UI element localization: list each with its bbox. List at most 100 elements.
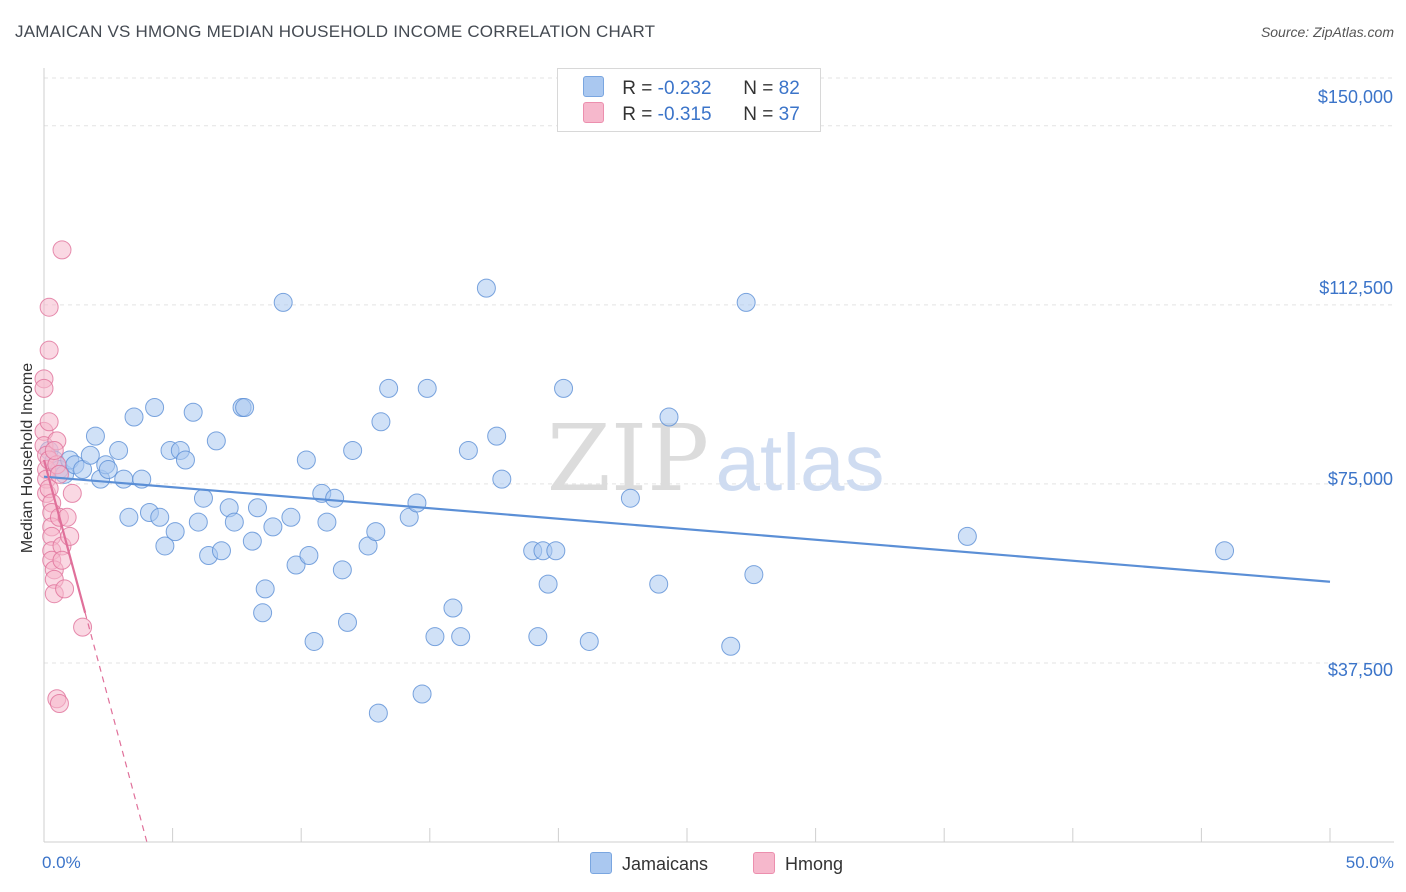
- legend-r-value: -0.232: [657, 78, 712, 99]
- jamaican-point: [451, 627, 471, 647]
- y-tick-label: $37,500: [1327, 660, 1393, 680]
- hmong-trend-extension: [84, 612, 148, 843]
- jamaican-point: [124, 407, 144, 427]
- chart-title: JAMAICAN VS HMONG MEDIAN HOUSEHOLD INCOM…: [15, 22, 656, 41]
- jamaican-point: [211, 541, 231, 561]
- jamaican-point: [80, 445, 100, 465]
- jamaican-point: [371, 412, 391, 432]
- bottom-legend-label: Hmong: [785, 854, 844, 874]
- legend-r-value: -0.315: [657, 104, 712, 125]
- jamaican-point: [744, 565, 764, 585]
- hmong-point: [52, 240, 72, 260]
- hmong-point: [73, 617, 93, 637]
- correlation-legend: R = -0.232 N = 82 R = -0.315 N = 37: [557, 68, 821, 132]
- jamaican-point: [183, 402, 203, 422]
- hmong-point: [57, 507, 77, 527]
- jamaican-point: [150, 507, 170, 527]
- jamaican-point: [546, 541, 566, 561]
- jamaican-point: [379, 378, 399, 398]
- jamaican-point: [263, 517, 283, 537]
- jamaican-point: [721, 636, 741, 656]
- jamaican-point: [736, 292, 756, 312]
- jamaican-point: [145, 397, 165, 417]
- jamaican-point: [206, 431, 226, 451]
- legend-swatch-jamaicans: [583, 76, 604, 97]
- jamaican-point: [98, 460, 118, 480]
- jamaican-point: [332, 560, 352, 580]
- legend-n-label: N =: [743, 104, 774, 125]
- jamaican-point: [407, 493, 427, 513]
- jamaican-point: [1215, 541, 1235, 561]
- data-points: [34, 240, 1235, 723]
- jamaican-point: [165, 522, 185, 542]
- jamaican-point: [286, 555, 306, 575]
- y-tick-label: $75,000: [1327, 469, 1393, 489]
- legend-n-value: 82: [778, 78, 800, 99]
- hmong-point: [44, 440, 64, 460]
- jamaican-point: [325, 488, 345, 508]
- jamaican-point: [109, 440, 129, 460]
- bottom-legend-jamaicans: Jamaicans: [590, 852, 708, 875]
- jamaican-point: [155, 536, 175, 556]
- jamaican-point: [476, 278, 496, 298]
- jamaican-point: [528, 627, 548, 647]
- hmong-point: [39, 412, 59, 432]
- jamaican-point: [304, 631, 324, 651]
- hmong-point: [49, 694, 69, 714]
- x-tick-label-end: 50.0%: [1345, 853, 1394, 872]
- hmong-point: [39, 297, 59, 317]
- jamaican-point: [492, 469, 512, 489]
- jamaican-trend-line: [43, 475, 1331, 583]
- jamaican-point: [659, 407, 679, 427]
- x-tick-label-start: 0.0%: [42, 853, 81, 872]
- jamaican-point: [299, 546, 319, 565]
- hmong-point: [55, 579, 75, 599]
- jamaican-point: [458, 440, 478, 460]
- watermark-atlas: atlas: [716, 418, 885, 507]
- jamaican-point: [224, 512, 244, 532]
- jamaican-point: [242, 531, 262, 551]
- jamaican-point: [368, 703, 388, 723]
- jamaican-point: [281, 507, 301, 527]
- legend-r-label: R =: [622, 78, 653, 99]
- jamaican-point: [175, 450, 195, 470]
- jamaican-point: [579, 631, 599, 651]
- y-tick-label: $112,500: [1319, 278, 1393, 298]
- trend-lines: [42, 459, 1331, 843]
- watermark: ZIP atlas: [547, 405, 885, 512]
- source-credit: Source: ZipAtlas.com: [1260, 24, 1394, 40]
- jamaican-point: [85, 426, 105, 446]
- jamaican-point: [337, 612, 357, 632]
- hmong-point: [34, 378, 54, 398]
- jamaican-point: [114, 469, 134, 489]
- jamaican-point: [487, 426, 507, 446]
- jamaican-point: [317, 512, 337, 532]
- jamaican-point: [188, 512, 208, 532]
- legend-row-hmong: R = -0.315 N = 37: [583, 102, 800, 126]
- jamaican-point: [247, 498, 267, 518]
- legend-swatch-hmong: [583, 102, 604, 123]
- legend-n-value: 37: [778, 104, 800, 125]
- jamaican-point: [255, 579, 275, 599]
- jamaican-point: [193, 488, 213, 508]
- jamaican-point: [253, 603, 273, 623]
- jamaican-point: [412, 684, 432, 704]
- jamaican-point: [343, 440, 363, 460]
- legend-n-label: N =: [743, 78, 774, 99]
- bottom-legend-label: Jamaicans: [622, 854, 709, 874]
- jamaican-point: [273, 292, 293, 312]
- legend-r-label: R =: [622, 104, 653, 125]
- jamaican-point: [957, 526, 977, 546]
- jamaican-point: [443, 598, 463, 618]
- hmong-point: [49, 464, 69, 484]
- y-axis-label: Median Household Income: [19, 362, 36, 554]
- y-tick-label: $150,000: [1317, 87, 1393, 107]
- jamaican-point: [417, 378, 437, 398]
- jamaican-point: [119, 507, 139, 527]
- legend-row-jamaicans: R = -0.232 N = 82: [583, 76, 800, 100]
- jamaican-point: [538, 574, 558, 594]
- jamaican-point: [649, 574, 669, 594]
- hmong-point: [62, 483, 82, 503]
- jamaican-point: [235, 397, 255, 417]
